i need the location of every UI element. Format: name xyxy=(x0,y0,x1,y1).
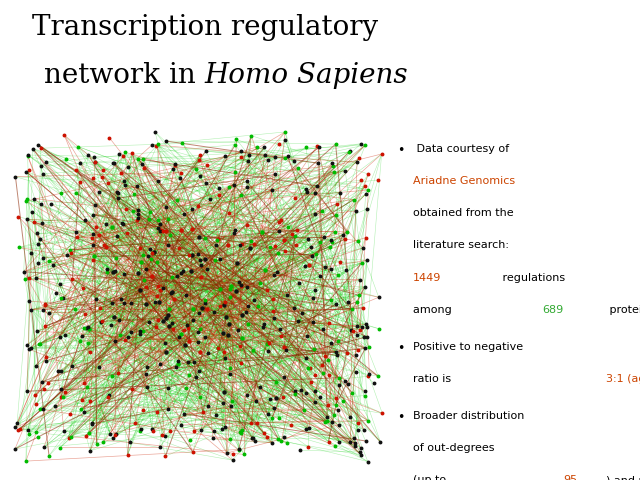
Text: proteins: proteins xyxy=(606,305,640,315)
Text: Homo Sapiens: Homo Sapiens xyxy=(205,62,408,89)
Text: obtained from the: obtained from the xyxy=(413,208,513,218)
Text: (up to: (up to xyxy=(413,475,449,480)
Text: of out-degrees: of out-degrees xyxy=(413,443,494,453)
Text: 3:1 (again!): 3:1 (again!) xyxy=(606,374,640,384)
Text: ratio is: ratio is xyxy=(413,374,454,384)
Text: 95: 95 xyxy=(563,475,577,480)
Text: Transcription regulatory: Transcription regulatory xyxy=(32,14,378,41)
Text: regulations: regulations xyxy=(499,273,565,283)
Text: among: among xyxy=(413,305,455,315)
Text: •: • xyxy=(397,144,404,157)
Text: network in: network in xyxy=(44,62,205,89)
Text: •: • xyxy=(397,342,404,355)
Text: Positive to negative: Positive to negative xyxy=(413,342,523,352)
Text: 1449: 1449 xyxy=(413,273,441,283)
Text: •: • xyxy=(397,411,404,424)
Text: ) and more: ) and more xyxy=(606,475,640,480)
Text: Ariadne Genomics: Ariadne Genomics xyxy=(413,176,515,186)
Text: 689: 689 xyxy=(542,305,563,315)
Text: Data courtesy of: Data courtesy of xyxy=(413,144,509,154)
Text: literature search:: literature search: xyxy=(413,240,509,251)
Text: Broader distribution: Broader distribution xyxy=(413,411,524,421)
